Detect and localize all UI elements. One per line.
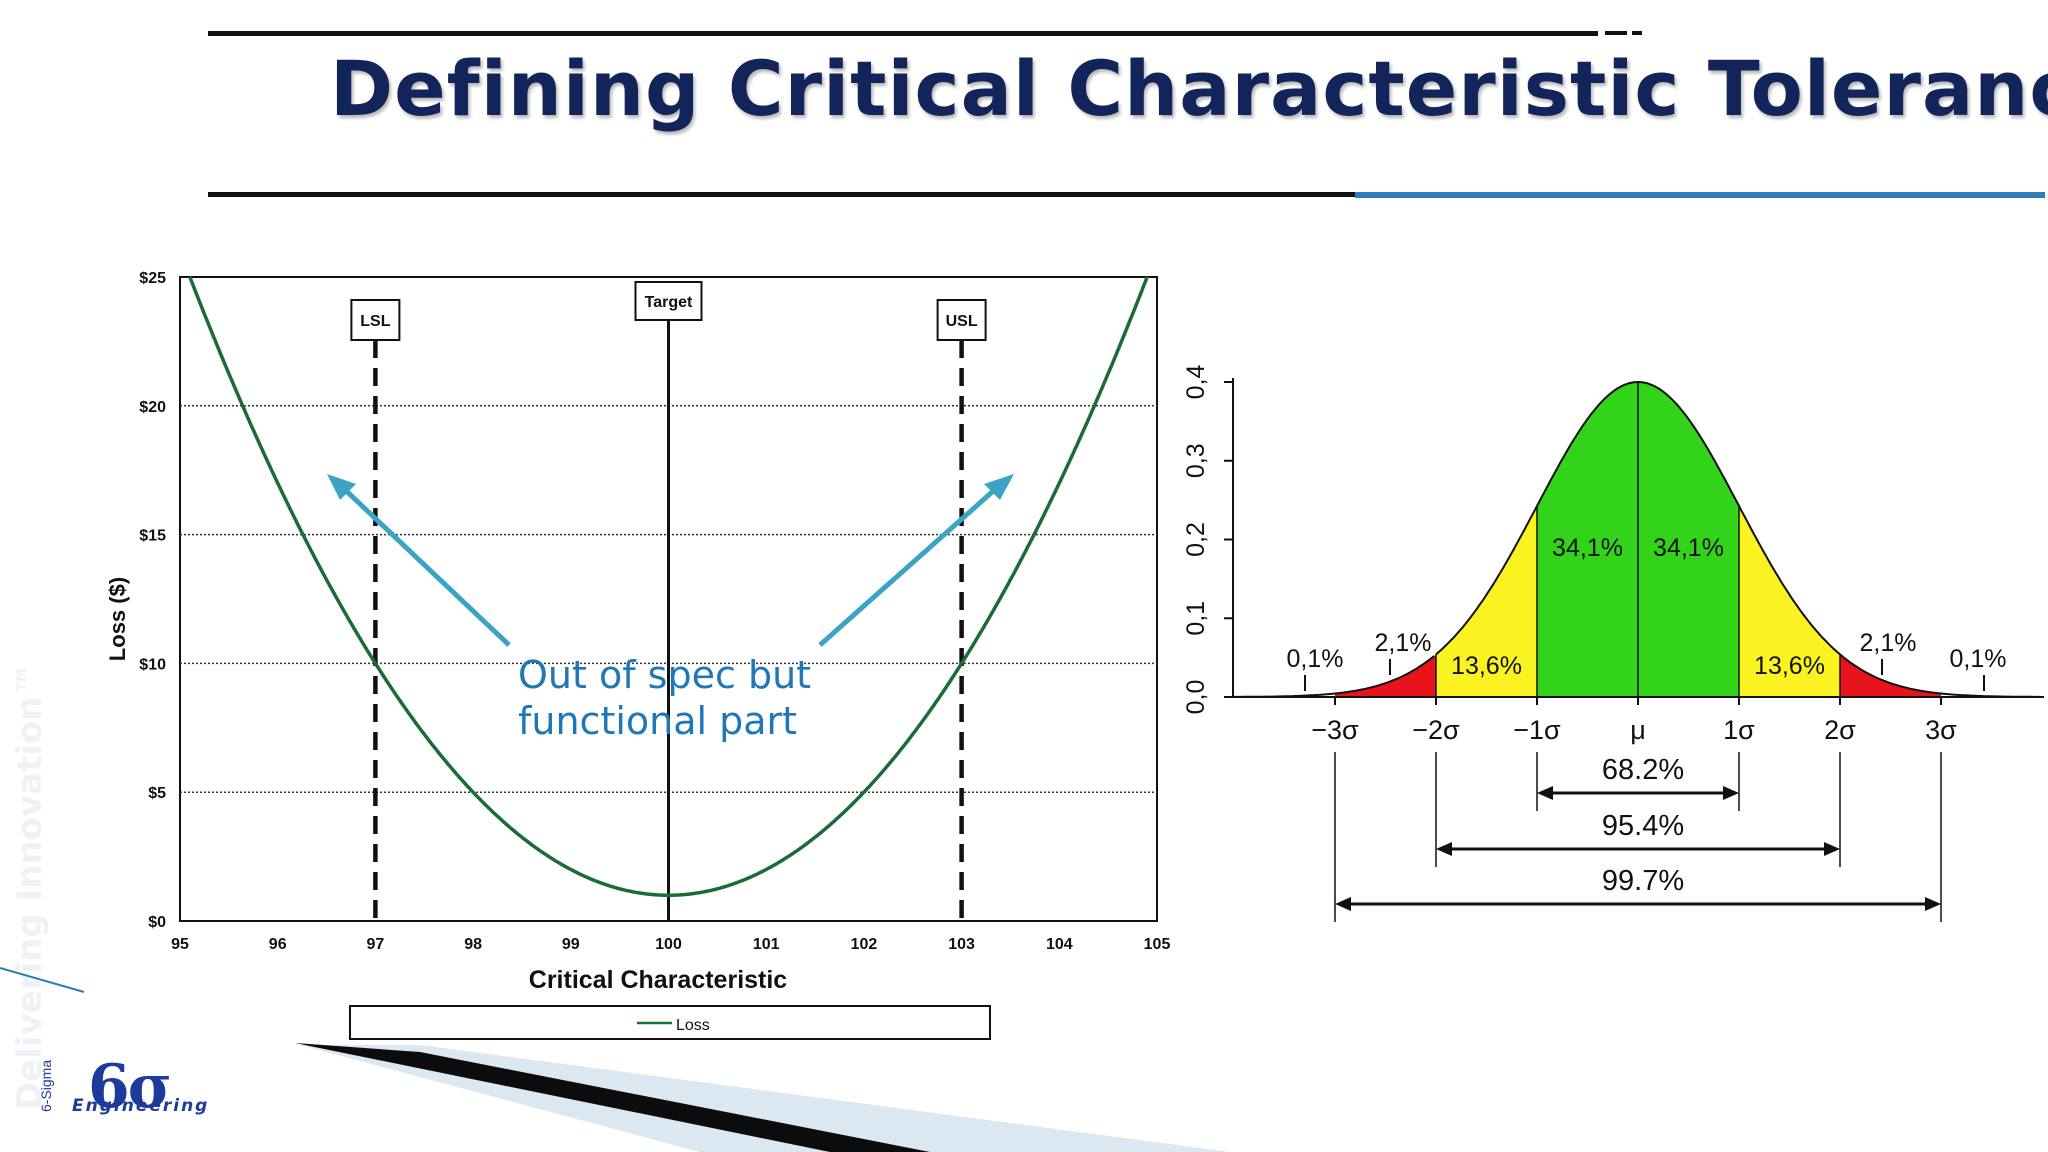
x-tick-label: 102 [851,936,878,953]
y-tick-label: $25 [139,270,166,287]
loss-chart-ylabel: Loss ($) [105,577,130,661]
loss-chart-y-ticks: $0 $5 $10 $15 $20 $25 [139,270,166,931]
callout-arrow-right-head [984,474,1014,500]
loss-chart-x-ticks: 95 96 97 98 99 100 101 102 103 104 105 [171,936,1170,953]
nd-span-arrowhead [1723,786,1739,800]
nd-outer-percent: 2,1% [1860,629,1917,657]
spec-marker-label: USL [946,313,978,330]
logo-swoosh-line [0,967,85,993]
logo-side-label: 6-Sigma [38,1059,54,1112]
callout-line-2: functional part [518,699,798,743]
nd-region [1335,654,1436,697]
spec-marker-box [634,281,703,321]
top-rule [208,31,1598,36]
nd-span-arrows: 68.2% 95.4% 99.7% [1334,752,1942,922]
spec-marker-box [350,299,401,341]
nd-y-tick-label: 0,4 [1182,365,1210,400]
x-tick-label: 101 [753,936,780,953]
x-tick-label: 104 [1046,936,1073,953]
nd-x-tick-label: −3σ [1311,715,1359,745]
nd-x-tick-label: 1σ [1723,715,1755,745]
nd-region-percent: 34,1% [1653,534,1724,562]
x-tick-label: 100 [655,936,682,953]
nd-span-arrowhead [1925,897,1941,911]
nd-x-tick-label: 3σ [1925,715,1957,745]
nd-x-ticks: −3σ −2σ −1σ μ 1σ 2σ 3σ [1311,697,1957,745]
nd-percent-labels: 34,1% 34,1% 13,6% 13,6% 2,1% 2,1% 0,1% 0,1% [1287,534,2007,691]
nd-span-arrowhead [1436,842,1452,856]
nd-span-label: 68.2% [1602,754,1684,786]
nd-x-tick-label: −2σ [1412,715,1460,745]
bottom-swoosh-dark [295,1043,930,1152]
spec-marker-box [936,299,987,341]
nd-outer-percent: 0,1% [1287,645,1344,673]
nd-y-tick-label: 0,1 [1182,601,1210,636]
normal-distribution-chart: 0,00,10,20,30,4 −3σ −2σ −1σ μ 1σ 2σ 3σ 34,1% 34… [1182,365,2044,922]
loss-curve [188,276,1149,897]
top-rule-tail [1632,31,1642,35]
page-title: Defining Critical Characteristic Toleran… [330,44,2048,133]
nd-span-label: 95.4% [1602,810,1684,842]
nd-y-tick-label: 0,0 [1182,680,1210,715]
bottom-rule [208,192,1358,197]
x-tick-label: 97 [367,936,385,953]
callout-arrow-right [818,483,1002,647]
nd-y-tick-label: 0,2 [1182,522,1210,557]
loss-chart-spec-markers: LSL Target USL [350,281,987,921]
logo-subtitle: Engineering [72,1096,210,1116]
callout-arrow-left-head [327,474,356,500]
bottom-rule-accent [1355,192,2045,198]
callout-arrow-left [338,483,511,647]
nd-span-arrowhead [1335,897,1351,911]
x-tick-label: 98 [464,936,482,953]
nd-x-tick-label: μ [1630,715,1646,745]
nd-region-percent: 13,6% [1451,652,1522,680]
nd-dividers [1435,382,1841,697]
legend-label-loss: Loss [676,1017,710,1034]
nd-outer-percent: 2,1% [1375,629,1432,657]
loss-chart-xlabel: Critical Characteristic [529,966,788,994]
x-tick-label: 95 [171,936,189,953]
callout-line-1: Out of spec but [518,653,812,697]
nd-region [1840,654,1941,697]
nd-span-arrowhead [1824,842,1840,856]
spec-marker-label: LSL [360,313,390,330]
x-tick-label: 99 [562,936,580,953]
y-tick-label: $5 [148,785,166,802]
nd-region-percent: 34,1% [1552,534,1623,562]
logo-mark: 6σ [88,1052,172,1122]
nd-x-tick-label: 2σ [1824,715,1856,745]
nd-outer-percent: 0,1% [1950,645,2007,673]
x-tick-label: 105 [1144,936,1171,953]
callout-text: Out of spec but functional part [518,652,811,744]
nd-region-percent: 13,6% [1754,652,1825,680]
x-tick-label: 96 [269,936,287,953]
nd-x-tick-label: −1σ [1513,715,1561,745]
nd-span-label: 99.7% [1602,865,1684,897]
spec-marker-label: Target [645,294,693,311]
x-tick-label: 103 [948,936,975,953]
y-tick-label: $10 [139,656,166,673]
nd-span-arrowhead [1537,786,1553,800]
top-rule-tail [1605,31,1627,35]
nd-y-tick-label: 0,3 [1182,443,1210,478]
y-tick-label: $15 [139,528,166,545]
y-tick-label: $0 [148,914,166,931]
nd-y-ticks: 0,0 0,1 0,2 0,3 0,4 [1182,365,1233,715]
y-tick-label: $20 [139,399,166,416]
bottom-swoosh-light [300,1045,1230,1152]
